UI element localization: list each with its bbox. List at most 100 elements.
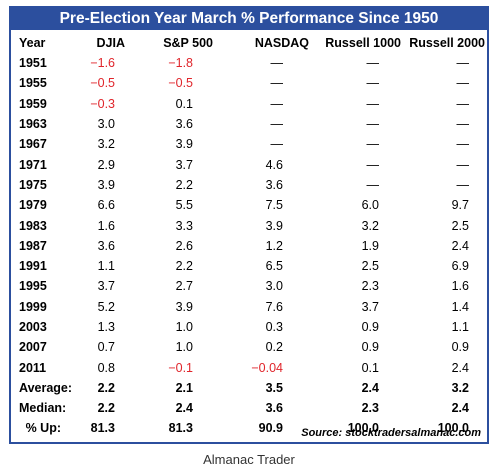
cell-sp500: 1.0 — [175, 320, 193, 334]
cell-nasdaq: 3.9 — [265, 218, 283, 233]
table-row: 1951 −1.6 −1.8 — — — — [11, 53, 487, 73]
cell-russell-1000: 100.0 — [347, 421, 379, 436]
cell-russell-2000: — — [456, 137, 470, 152]
cell-nasdaq: 6.5 — [265, 259, 283, 274]
cell-russell-2000: 2.4 — [451, 238, 469, 253]
cell-year: 1971 — [19, 157, 47, 172]
cell-russell-1000: — — [366, 117, 380, 132]
cell-russell-2000: 100.0 — [437, 421, 469, 436]
cell-russell-1000: 0.9 — [361, 340, 379, 355]
cell-russell-2000: 1.1 — [451, 320, 469, 334]
table-row: 1955 −0.5 −0.5 — — — — [11, 73, 487, 93]
cell-sp500: 3.7 — [175, 157, 193, 172]
cell-sp500: 3.3 — [175, 218, 193, 233]
cell-sp500: 2.6 — [175, 238, 193, 253]
cell-year: 2011 — [19, 360, 47, 375]
cell-russell-1000: — — [366, 76, 380, 91]
cell-sp500: 1.0 — [175, 340, 193, 355]
cell-russell-2000: 1.6 — [451, 279, 469, 294]
cell-djia: 1.1 — [97, 259, 115, 274]
cell-nasdaq: 1.2 — [265, 238, 283, 253]
cell-russell-2000: — — [456, 177, 470, 192]
cell-djia: −0.3 — [90, 96, 115, 111]
cell-nasdaq: — — [270, 96, 284, 111]
cell-year: 1975 — [19, 177, 47, 192]
cell-russell-2000: — — [456, 76, 470, 91]
cell-sp500: 81.3 — [168, 421, 193, 436]
cell-russell-1000: 0.9 — [361, 320, 379, 334]
cell-djia: 3.2 — [97, 137, 115, 152]
cell-djia: 1.6 — [97, 218, 115, 233]
cell-russell-1000: 2.5 — [361, 259, 379, 274]
cell-year: Average: — [19, 380, 73, 395]
column-header-year: Year — [19, 36, 46, 50]
cell-nasdaq: — — [270, 56, 284, 71]
column-header-russell-2000: Russell 2000 — [409, 36, 485, 50]
cell-russell-1000: 6.0 — [361, 198, 379, 213]
cell-sp500: 2.2 — [175, 177, 193, 192]
column-header-sp500: S&P 500 — [163, 36, 213, 50]
table-row: 2011 0.8 −0.1 −0.04 0.1 2.4 — [11, 357, 487, 377]
cell-sp500: 3.9 — [175, 137, 193, 152]
cell-djia: 5.2 — [97, 299, 115, 314]
cell-year: 1951 — [19, 56, 47, 71]
cell-sp500: −1.8 — [168, 56, 193, 71]
cell-sp500: −0.5 — [168, 76, 193, 91]
cell-russell-1000: 1.9 — [361, 238, 379, 253]
cell-nasdaq: 0.2 — [265, 340, 283, 355]
cell-nasdaq: 3.5 — [265, 380, 283, 395]
cell-nasdaq: 3.6 — [265, 401, 283, 416]
table-row: 2007 0.7 1.0 0.2 0.9 0.9 — [11, 337, 487, 357]
cell-year: 1991 — [19, 259, 47, 274]
table-row: 1959 −0.3 0.1 — — — — [11, 94, 487, 114]
cell-nasdaq: 7.5 — [265, 198, 283, 213]
cell-sp500: 0.1 — [175, 96, 193, 111]
cell-nasdaq: — — [270, 76, 284, 91]
cell-djia: 2.9 — [97, 157, 115, 172]
column-header-nasdaq: NASDAQ — [254, 36, 309, 50]
table-row: 2003 1.3 1.0 0.3 0.9 1.1 — [11, 317, 487, 337]
table-row: 1983 1.6 3.3 3.9 3.2 2.5 — [11, 215, 487, 235]
cell-djia: 2.2 — [97, 401, 115, 416]
cell-sp500: 2.2 — [175, 259, 193, 274]
cell-russell-2000: 9.7 — [451, 198, 469, 213]
cell-year: 1963 — [19, 117, 47, 132]
cell-nasdaq: −0.04 — [251, 360, 283, 375]
cell-year: 1995 — [19, 279, 47, 294]
header-row: Year DJIA S&P 500 NASDAQ Russell 1000 Ru… — [11, 33, 487, 53]
summary-row: Average: 2.2 2.1 3.5 2.4 3.2 — [11, 378, 487, 398]
cell-djia: 0.8 — [97, 360, 115, 375]
source-note: Source: stocktradersalmanac.com — [301, 427, 481, 439]
cell-russell-1000: — — [366, 96, 380, 111]
cell-nasdaq: 7.6 — [265, 299, 283, 314]
cell-nasdaq: 3.0 — [265, 279, 283, 294]
table-row: 1991 1.1 2.2 6.5 2.5 6.9 — [11, 256, 487, 276]
cell-nasdaq: — — [270, 117, 284, 132]
table-row: 1975 3.9 2.2 3.6 — — — [11, 175, 487, 195]
cell-sp500: 3.6 — [175, 117, 193, 132]
cell-nasdaq: 0.3 — [265, 320, 283, 334]
cell-year: 2003 — [19, 320, 47, 334]
column-header-russell-1000: Russell 1000 — [325, 36, 401, 50]
cell-russell-2000: — — [456, 56, 470, 71]
cell-russell-2000: 1.4 — [451, 299, 469, 314]
table-row: 1987 3.6 2.6 1.2 1.9 2.4 — [11, 236, 487, 256]
cell-russell-1000: 2.4 — [361, 380, 379, 395]
column-header-djia: DJIA — [96, 36, 125, 50]
cell-djia: −1.6 — [90, 56, 115, 71]
cell-year: 1979 — [19, 198, 47, 213]
cell-russell-1000: 2.3 — [361, 279, 379, 294]
cell-djia: 3.0 — [97, 117, 115, 132]
cell-nasdaq: 90.9 — [258, 421, 283, 436]
cell-russell-2000: 2.4 — [451, 401, 469, 416]
cell-sp500: 2.7 — [175, 279, 193, 294]
cell-year: 1967 — [19, 137, 47, 152]
cell-russell-1000: — — [366, 137, 380, 152]
cell-sp500: 5.5 — [175, 198, 193, 213]
cell-djia: 3.7 — [97, 279, 115, 294]
table-frame: Pre-Election Year March % Performance Si… — [9, 6, 489, 444]
cell-russell-2000: — — [456, 117, 470, 132]
summary-row: Median: 2.2 2.4 3.6 2.3 2.4 — [11, 398, 487, 418]
cell-djia: 81.3 — [90, 421, 115, 436]
table-row: 1963 3.0 3.6 — — — — [11, 114, 487, 134]
